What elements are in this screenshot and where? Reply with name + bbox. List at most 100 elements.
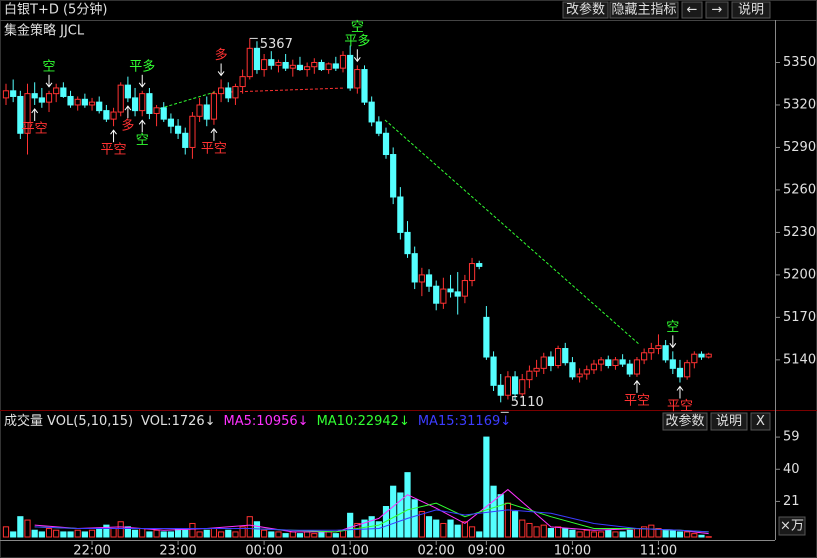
volume-bar xyxy=(447,519,454,538)
candle-body xyxy=(74,98,81,106)
ma-line xyxy=(34,488,709,535)
volume-label: 成交量 VOL(5,10,15) VOL:1726↓ MA5:10956↓ MA10:… xyxy=(4,413,511,429)
button-frame xyxy=(609,1,679,19)
toolbar-button[interactable]: 隐藏主指标 xyxy=(609,1,679,19)
volume-bar xyxy=(605,529,612,538)
volume-bar xyxy=(24,519,31,538)
signal-label: 平多 xyxy=(344,33,370,49)
volume-bar xyxy=(268,531,275,538)
signal-arrowhead xyxy=(676,385,684,391)
signal-arrowhead xyxy=(31,108,39,114)
ma-line xyxy=(34,509,709,533)
chart-title: 白银T+D (5分钟) xyxy=(4,2,107,18)
button-label: 改参数 xyxy=(566,2,605,18)
volume-bar xyxy=(74,529,81,538)
toolbar-button[interactable]: 改参数 xyxy=(562,1,609,19)
candle-body xyxy=(375,121,382,134)
y-tick-label: 5230 xyxy=(783,225,816,240)
signal-arrowhead xyxy=(217,71,225,77)
volume-bar xyxy=(526,522,533,538)
toolbar-button[interactable]: ← xyxy=(681,1,703,19)
candle-body xyxy=(404,231,411,255)
volume-bar xyxy=(519,519,526,538)
candle-body xyxy=(698,353,705,358)
candle-body xyxy=(218,87,225,95)
toolbar-button[interactable]: → xyxy=(705,1,729,19)
volume-bar xyxy=(60,531,67,538)
candle-body xyxy=(397,196,404,233)
candle-body xyxy=(648,348,655,354)
volume-bar xyxy=(676,531,684,538)
candle-body xyxy=(103,110,110,120)
button-frame xyxy=(681,1,703,19)
candle-body xyxy=(433,285,440,304)
volume-bar xyxy=(146,531,153,538)
candle-body xyxy=(461,280,468,297)
volume-bar xyxy=(246,516,253,538)
candle-body xyxy=(196,104,203,117)
volume-bar xyxy=(153,529,160,538)
candle-body xyxy=(390,154,397,198)
signal-link xyxy=(154,91,216,111)
volume-bar xyxy=(554,526,562,538)
candle-body xyxy=(490,356,497,386)
volume-bar xyxy=(433,519,440,538)
volume-bar xyxy=(569,529,576,538)
candle-body xyxy=(24,93,31,134)
candle-body xyxy=(612,359,619,367)
volume-bar xyxy=(325,531,332,538)
volume-bar xyxy=(218,531,225,538)
candle-body xyxy=(655,345,662,350)
candle-body xyxy=(325,63,332,71)
volume-bar xyxy=(296,533,304,538)
candle-body xyxy=(619,359,626,365)
signal-label: 平空 xyxy=(624,393,650,408)
candle-body xyxy=(167,118,175,127)
volume-button[interactable]: 改参数 xyxy=(662,412,708,431)
candle-body xyxy=(425,274,433,287)
y-tick-label: 5140 xyxy=(783,352,816,367)
volume-bar xyxy=(2,526,10,538)
volume-bar xyxy=(468,526,476,538)
candle-body xyxy=(117,84,124,113)
volume-bar xyxy=(167,531,175,538)
y-tick-label: 5320 xyxy=(783,97,816,112)
candle-body xyxy=(684,362,691,378)
volume-bar xyxy=(691,533,698,538)
volume-bar xyxy=(225,529,232,538)
candle-body xyxy=(67,95,74,106)
volume-bar xyxy=(375,521,382,538)
volume-bar xyxy=(476,531,483,538)
volume-bar xyxy=(67,531,74,538)
candle-body xyxy=(239,76,246,88)
candle-body xyxy=(160,107,167,120)
candle-body xyxy=(483,316,490,358)
volume-bar xyxy=(705,536,712,538)
signal-label: 平空 xyxy=(22,121,48,136)
volume-bar xyxy=(633,528,641,538)
signal-label: 多 xyxy=(215,47,228,63)
candle-body xyxy=(519,379,526,395)
candle-body xyxy=(332,63,339,69)
y-unit-label: ×万 xyxy=(780,519,804,534)
button-label: 隐藏主指标 xyxy=(611,3,676,18)
button-label: 说明 xyxy=(738,3,764,18)
candle-body xyxy=(53,87,60,95)
candle-body xyxy=(440,288,447,304)
volume-bar xyxy=(547,528,555,538)
volume-bar xyxy=(189,522,196,538)
candle-body xyxy=(368,101,375,123)
volume-button[interactable]: X xyxy=(750,412,771,431)
y-tick-label: 21 xyxy=(783,494,800,509)
candle-body xyxy=(289,64,296,69)
signal-label: 空 xyxy=(666,320,679,335)
button-frame xyxy=(710,412,748,431)
volume-bar xyxy=(103,524,110,538)
volume-button[interactable]: 说明 xyxy=(710,412,748,431)
volume-bar xyxy=(332,533,339,538)
volume-bar xyxy=(612,531,619,538)
volume-bar xyxy=(483,436,490,538)
volume-bar xyxy=(239,526,246,538)
volume-bar xyxy=(182,529,189,538)
toolbar-button[interactable]: 说明 xyxy=(731,1,771,19)
